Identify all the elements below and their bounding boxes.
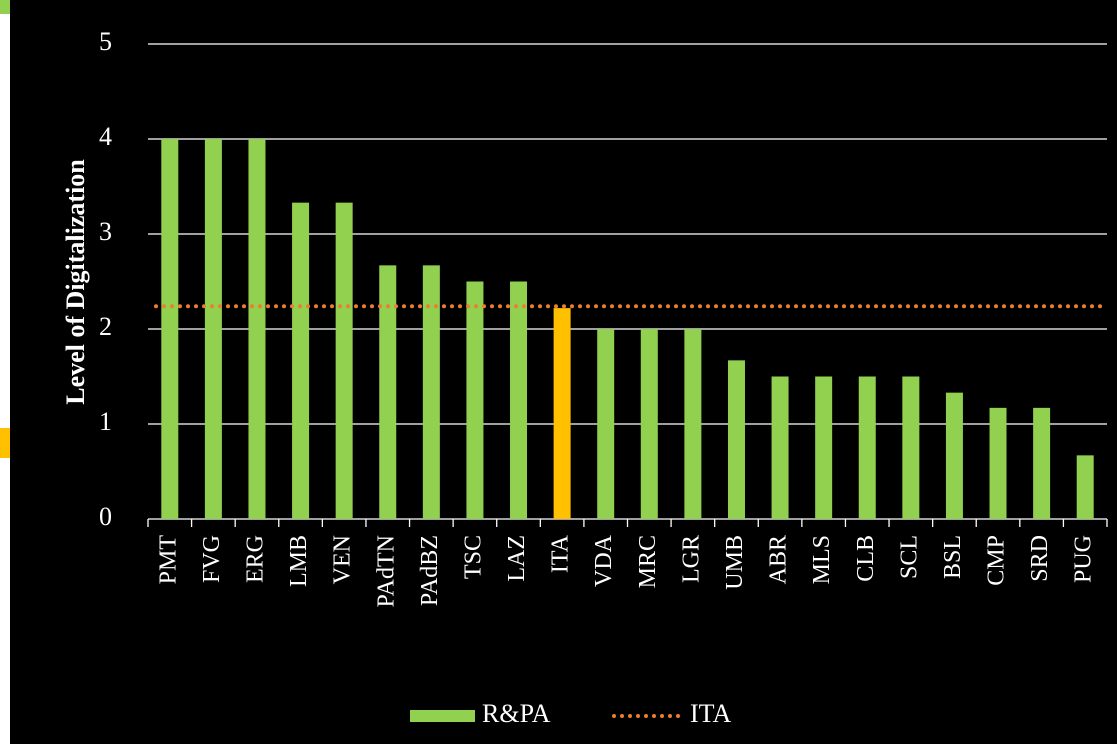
x-tick-label: FVG (199, 535, 225, 583)
bar (292, 202, 310, 519)
x-tick-label: CMP (984, 535, 1010, 586)
bar (379, 265, 397, 519)
bar (727, 360, 745, 519)
x-tick-label: BSL (940, 535, 966, 579)
y-tick-label: 3 (99, 217, 112, 246)
x-tick-label: UMB (722, 535, 748, 590)
y-tick-label: 5 (99, 27, 112, 56)
x-tick-label: MLS (809, 535, 835, 584)
bar (422, 265, 440, 519)
bar (248, 139, 266, 519)
bar (815, 376, 833, 519)
bar (858, 376, 876, 519)
x-tick-label: TSC (460, 535, 486, 579)
bar (204, 139, 222, 519)
x-tick-label: VDA (591, 534, 617, 587)
x-tick-label: LMB (286, 535, 312, 587)
y-tick-label: 1 (99, 407, 112, 436)
bar (335, 202, 353, 519)
bar (1076, 455, 1094, 519)
bar (945, 392, 963, 519)
legend-label: ITA (690, 699, 731, 728)
x-tick-label: LAZ (504, 535, 530, 582)
x-tick-label: ITA (548, 534, 574, 573)
x-tick-label: PUG (1071, 535, 1097, 583)
left-strip (0, 0, 10, 744)
bar (771, 376, 789, 519)
bar (510, 281, 528, 519)
x-tick-label: PMT (155, 535, 181, 585)
y-tick-label: 2 (99, 312, 112, 341)
bar (597, 329, 615, 519)
x-tick-label: PAdBZ (417, 535, 443, 606)
bar (989, 407, 1007, 519)
bar (161, 139, 179, 519)
y-tick-label: 4 (99, 122, 112, 151)
x-tick-label: SRD (1027, 535, 1053, 582)
bar (466, 281, 484, 519)
bar (553, 308, 571, 519)
bar (640, 329, 658, 519)
bar (902, 376, 920, 519)
x-tick-label: PAdTN (373, 535, 399, 607)
strip-swatch (0, 428, 10, 458)
legend-swatch (410, 710, 475, 722)
x-tick-label: VEN (330, 535, 356, 584)
strip-swatch (0, 0, 10, 14)
x-tick-label: CLB (853, 535, 879, 582)
bar (1033, 407, 1051, 519)
x-tick-label: ABR (766, 535, 792, 584)
x-tick-label: MRC (635, 535, 661, 588)
x-tick-label: SCL (896, 535, 922, 579)
x-tick-label: ERG (242, 535, 268, 583)
bar (684, 329, 702, 519)
y-axis-label: Level of Digitalization (61, 159, 90, 405)
legend-label: R&PA (482, 699, 551, 728)
x-tick-label: LGR (678, 535, 704, 583)
y-tick-label: 0 (99, 502, 112, 531)
